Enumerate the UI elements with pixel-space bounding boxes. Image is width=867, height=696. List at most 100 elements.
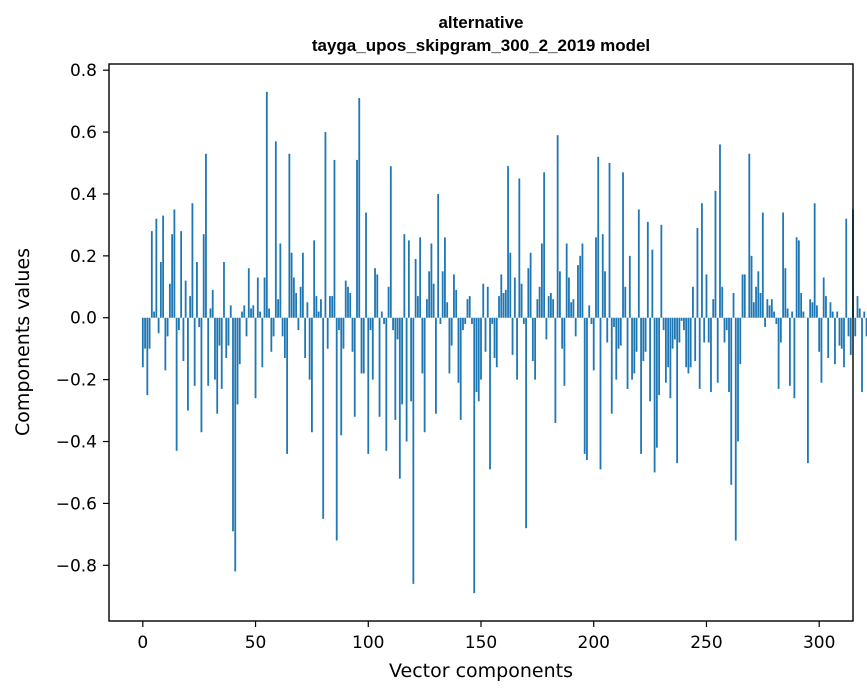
bar-45 [243,305,246,318]
bar-195 [581,243,584,318]
bar-203 [599,317,602,470]
bar-60 [277,299,279,318]
bar-243 [689,317,692,368]
bar-106 [380,311,383,318]
bar-249 [703,317,706,343]
bar-221 [640,317,642,454]
bar-21 [189,296,192,318]
bar-85 [333,159,336,318]
bar-272 [755,286,757,318]
bar-254 [714,190,717,318]
bar-111 [392,317,394,331]
bar-142 [462,317,464,331]
bar-308 [836,311,839,318]
bar-311 [843,317,845,368]
bar-245 [694,317,697,362]
bar-279 [770,299,773,318]
bar-113 [396,317,399,340]
bar-102 [371,317,374,380]
bar-145 [468,296,471,318]
bar-74 [308,317,311,380]
bar-281 [775,317,778,324]
bar-124 [421,317,424,374]
bar-76 [313,240,316,318]
bar-199 [590,317,593,324]
bar-238 [678,317,681,343]
bar-292 [800,292,803,318]
bar-64 [286,317,289,454]
bar-298 [813,203,816,318]
bar-270 [750,255,753,318]
bar-246 [696,228,699,318]
bar-265 [739,317,742,365]
bar-71 [301,252,304,318]
x-tick-label: 200 [578,633,610,653]
bar-137 [450,317,453,346]
bar-133 [441,271,444,318]
bar-91 [347,286,349,318]
bar-89 [342,317,345,349]
bar-198 [588,305,591,318]
bar-52 [259,311,261,318]
bar-23 [193,317,196,386]
bar-172 [529,252,532,318]
bar-156 [493,317,496,358]
bar-44 [241,311,243,318]
bar-39 [229,305,232,318]
bar-148 [475,317,478,393]
bar-27 [202,234,205,318]
bar-186 [561,317,564,349]
bar-42 [236,317,239,405]
bar-61 [279,243,282,318]
bar-179 [545,317,548,340]
bar-105 [378,317,381,417]
bar-108 [385,317,388,451]
bar-136 [448,317,451,374]
bar-48 [250,308,252,318]
bar-20 [187,317,189,411]
bar-103 [374,268,376,318]
chart-title: alternative tayga_upos_skipgram_300_2_20… [312,13,650,55]
bar-304 [827,317,830,358]
bar-157 [495,317,498,368]
x-tick-label: 150 [465,633,497,653]
bar-206 [606,317,609,343]
bar-226 [651,249,654,318]
bar-251 [707,317,710,343]
bar-162 [507,166,509,318]
bar-63 [283,317,286,358]
bar-167 [518,178,521,318]
bar-219 [635,317,638,352]
bar-191 [572,299,575,318]
bar-247 [698,317,701,389]
bar-143 [464,317,467,324]
bar-40 [232,317,234,532]
bar-17 [180,231,183,318]
bar-59 [274,141,277,318]
bar-32 [214,317,216,380]
bar-70 [299,286,302,318]
bar-13 [171,234,174,318]
bar-170 [525,317,527,529]
bar-75 [311,317,313,433]
bar-260 [728,317,730,393]
bar-277 [766,299,769,318]
bar-285 [784,268,787,318]
bar-33 [216,317,219,414]
bar-55 [265,91,268,318]
bar-190 [570,302,573,318]
bar-128 [430,243,433,318]
bar-223 [644,317,647,352]
bar-140 [457,317,460,383]
bar-58 [272,317,275,337]
bar-114 [398,317,401,479]
bar-132 [439,317,442,324]
bar-5 [153,311,155,318]
bar-117 [405,317,408,442]
bar-11 [166,317,169,337]
bar-144 [466,299,469,318]
bar-169 [522,317,525,324]
bar-35 [220,317,223,389]
bar-109 [387,286,390,318]
